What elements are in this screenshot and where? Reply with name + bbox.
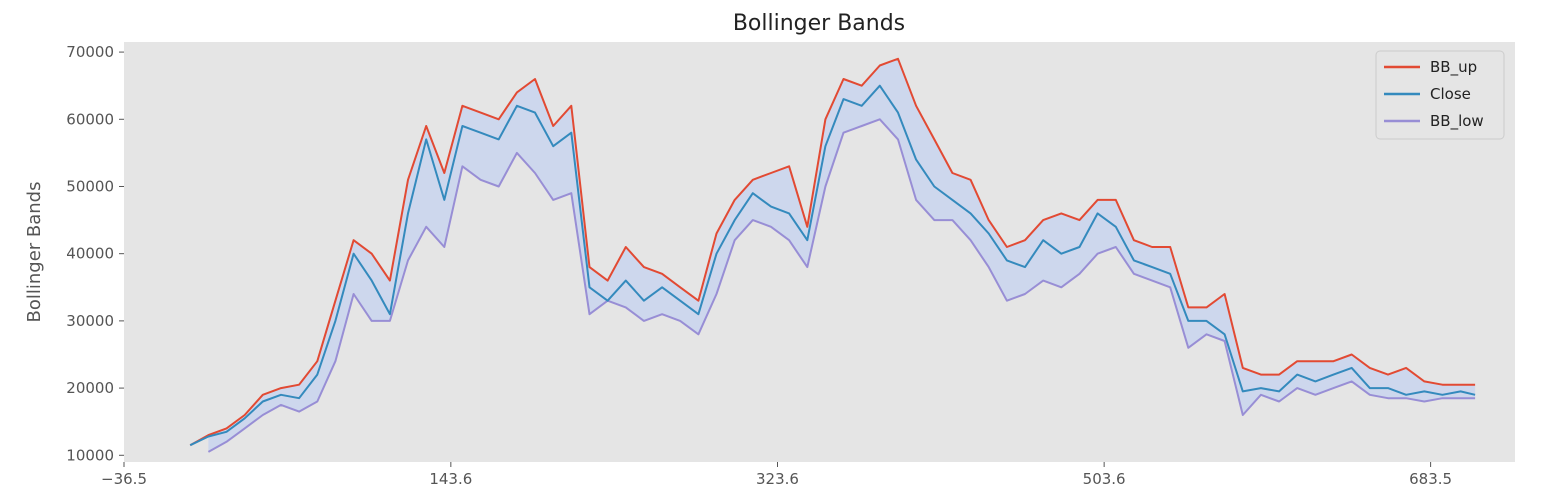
x-tick-label: 323.6 xyxy=(756,470,799,488)
x-tick-label: 503.6 xyxy=(1083,470,1126,488)
x-axis: −36.5 143.6 323.6 503.6 683.5 xyxy=(101,462,1452,488)
legend-frame xyxy=(1375,50,1505,140)
legend: BB_up Close BB_low xyxy=(1375,50,1505,140)
x-tick-label: 683.5 xyxy=(1409,470,1452,488)
series-line-bb-low xyxy=(207,118,1476,453)
series-line-bb-up xyxy=(189,57,1476,447)
y-axis: 10000 20000 30000 40000 50000 60000 70000 xyxy=(66,43,124,464)
series-line-close xyxy=(189,84,1476,447)
y-tick-label: 30000 xyxy=(66,312,114,330)
legend-label-bb-low: BB_low xyxy=(1430,112,1484,131)
series-lines xyxy=(189,57,1476,453)
legend-label-close: Close xyxy=(1430,85,1471,103)
y-tick-label: 10000 xyxy=(66,446,114,464)
y-axis-label: Bollinger Bands xyxy=(24,182,45,323)
legend-label-bb-up: BB_up xyxy=(1430,58,1477,77)
plot-background xyxy=(124,42,1515,462)
chart-title: Bollinger Bands xyxy=(733,11,905,36)
band-fill-area xyxy=(208,58,1476,452)
y-tick-label: 50000 xyxy=(66,177,114,195)
y-tick-label: 60000 xyxy=(66,110,114,128)
y-tick-label: 20000 xyxy=(66,379,114,397)
y-tick-label: 70000 xyxy=(66,43,114,61)
x-tick-label: 143.6 xyxy=(429,470,472,488)
x-tick-label: −36.5 xyxy=(101,470,147,488)
y-tick-label: 40000 xyxy=(66,245,114,263)
